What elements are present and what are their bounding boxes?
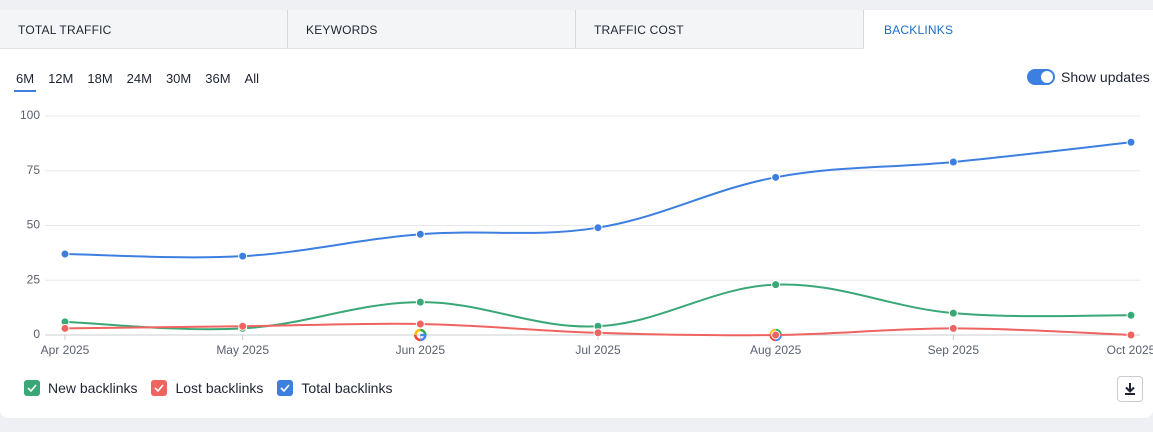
card: TOTAL TRAFFIC KEYWORDS TRAFFIC COST BACKLIN… xyxy=(0,10,1153,418)
data-point xyxy=(238,321,248,331)
tab[interactable]: KEYWORDS xyxy=(288,10,576,49)
x-tick-label: May 2025 xyxy=(216,343,269,357)
range-button[interactable]: All xyxy=(244,71,259,86)
x-tick-label: Sep 2025 xyxy=(928,343,980,357)
x-tick-label: Oct 2025 xyxy=(1107,343,1153,357)
y-tick-label: 75 xyxy=(27,163,41,177)
icon-part xyxy=(414,328,421,336)
tab[interactable]: BACKLINKS xyxy=(864,10,1153,49)
x-tick-label: Apr 2025 xyxy=(41,343,90,357)
data-point xyxy=(415,229,425,239)
range-button[interactable]: 30M xyxy=(165,71,192,86)
range-button[interactable]: 6M xyxy=(14,71,37,92)
check-icon xyxy=(27,384,37,393)
range-button[interactable]: 12M xyxy=(48,71,74,86)
data-point xyxy=(1126,310,1136,320)
range-button[interactable]: 36M xyxy=(205,71,231,86)
data-point xyxy=(1126,330,1136,340)
data-point xyxy=(415,319,425,329)
y-tick-label: 25 xyxy=(27,272,41,286)
download-icon xyxy=(1125,383,1135,395)
data-point xyxy=(60,249,70,259)
tab[interactable]: TOTAL TRAFFIC xyxy=(0,10,288,49)
download-button[interactable] xyxy=(1117,376,1143,402)
tabs: TOTAL TRAFFIC KEYWORDS TRAFFIC COST BACKLIN… xyxy=(0,10,1153,49)
y-tick-label: 100 xyxy=(20,108,40,122)
legend: New backlinks Lost backlinks Total backlin… xyxy=(24,380,392,396)
data-point xyxy=(1126,137,1136,147)
y-tick-label: 0 xyxy=(33,327,40,341)
data-point xyxy=(948,323,958,333)
data-point xyxy=(948,308,958,318)
data-point xyxy=(415,297,425,307)
legend-checkbox[interactable] xyxy=(24,380,40,396)
x-tick-label: Jul 2025 xyxy=(575,343,621,357)
data-point xyxy=(948,157,958,167)
legend-item[interactable]: Lost backlinks xyxy=(151,380,263,396)
range-button[interactable]: 24M xyxy=(126,71,152,86)
data-point xyxy=(593,328,603,338)
range-button[interactable]: 18M xyxy=(87,71,113,86)
series-line xyxy=(64,141,1132,259)
legend-item[interactable]: Total backlinks xyxy=(277,380,392,396)
data-point xyxy=(771,330,781,340)
google-update-icon xyxy=(414,328,427,342)
x-tick-label: Aug 2025 xyxy=(750,343,802,357)
data-point xyxy=(771,280,781,290)
legend-checkbox[interactable] xyxy=(151,380,168,396)
range-selector: 6M 12M 18M 24M 30M 36M All xyxy=(14,71,261,92)
data-point xyxy=(238,251,248,261)
y-tick-label: 50 xyxy=(27,218,41,232)
legend-label: Lost backlinks xyxy=(175,380,264,396)
legend-item[interactable]: New backlinks xyxy=(24,380,137,396)
legend-label: Total backlinks xyxy=(301,380,393,396)
data-point xyxy=(593,223,603,233)
show-updates-toggle[interactable]: Show updates xyxy=(1027,69,1150,85)
switch[interactable] xyxy=(1027,69,1055,85)
check-icon xyxy=(154,384,165,393)
data-point xyxy=(60,323,70,333)
tab[interactable]: TRAFFIC COST xyxy=(576,10,864,49)
x-tick-label: Jun 2025 xyxy=(396,343,446,357)
icon-part xyxy=(414,334,421,342)
check-icon xyxy=(280,384,291,393)
legend-label: New backlinks xyxy=(48,380,138,396)
toggle-label: Show updates xyxy=(1061,69,1150,85)
data-point xyxy=(771,172,781,182)
legend-checkbox[interactable] xyxy=(277,380,294,396)
icon-part xyxy=(420,333,426,337)
